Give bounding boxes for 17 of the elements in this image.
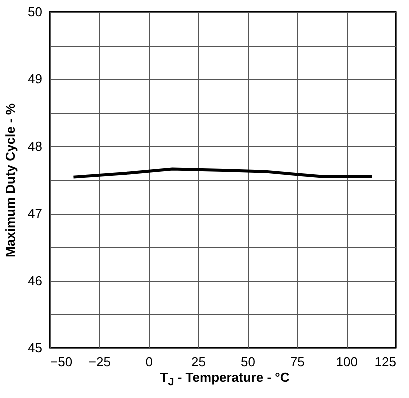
x-axis-title: T$_{J}$ - Temperature - °C xyxy=(159,370,291,389)
y-tick-label: 49 xyxy=(28,72,42,87)
y-tick-label: 50 xyxy=(28,4,42,20)
x-tick-label: −25 xyxy=(88,354,111,370)
y-tick-label: 45 xyxy=(28,340,42,356)
y-tick-label: 47 xyxy=(28,206,42,222)
x-tick-label: 25 xyxy=(192,354,206,370)
x-tick-label: 100 xyxy=(336,354,358,370)
y-tick-label: 46 xyxy=(28,273,42,288)
x-tick-label: 50 xyxy=(240,354,256,370)
line-series xyxy=(72,168,374,179)
x-tick-label: −50 xyxy=(50,354,73,370)
y-axis-title: Maximum Duty Cycle - % xyxy=(3,103,18,258)
x-tick-label: 125 xyxy=(374,354,396,370)
x-tick-label: 75 xyxy=(290,354,305,370)
y-tick-label: 48 xyxy=(28,138,42,154)
x-tick-label: 0 xyxy=(146,354,153,370)
